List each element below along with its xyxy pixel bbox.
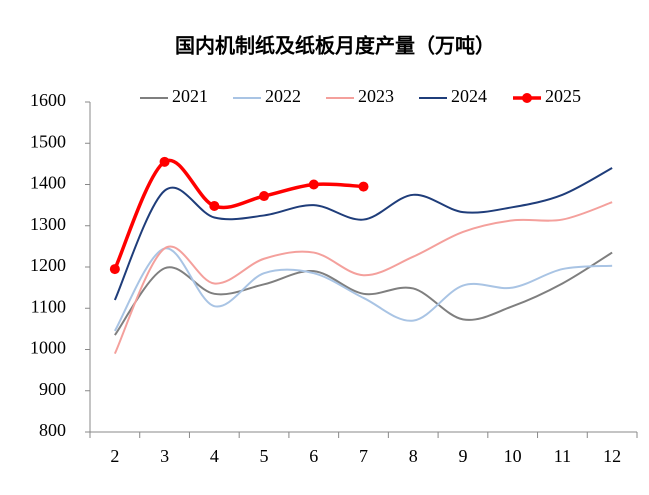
series-line [113, 158, 364, 270]
x-tick-label: 8 [409, 446, 418, 466]
legend-label: 2021 [172, 86, 208, 106]
point [159, 156, 170, 167]
y-tick-label: 800 [39, 420, 66, 440]
point [109, 264, 120, 275]
x-tick-label: 2 [110, 446, 119, 466]
x-tick-label: 12 [603, 446, 621, 466]
legend-label: 2023 [358, 86, 394, 106]
y-tick-label: 900 [39, 379, 66, 399]
legend-label: 2024 [451, 86, 487, 106]
x-tick-label: 7 [359, 446, 368, 466]
x-tick-label: 10 [504, 446, 522, 466]
series-line [114, 247, 613, 332]
series-line [114, 251, 613, 336]
point [358, 181, 369, 192]
y-tick-label: 1000 [30, 338, 66, 358]
point [259, 191, 270, 202]
series-line [113, 201, 613, 355]
y-tick-label: 1500 [30, 131, 66, 151]
x-tick-label: 11 [554, 446, 571, 466]
x-tick-label: 6 [309, 446, 318, 466]
y-tick-label: 1100 [31, 296, 66, 316]
x-tick-label: 5 [260, 446, 269, 466]
y-tick-label: 1300 [30, 214, 66, 234]
x-tick-label: 4 [210, 446, 219, 466]
legend-label: 2022 [265, 86, 301, 106]
legend-label: 2025 [545, 86, 581, 106]
y-tick-label: 1200 [30, 255, 66, 275]
y-tick-label: 1400 [30, 173, 66, 193]
series-line [113, 167, 613, 301]
point [308, 179, 319, 190]
chart-title: 国内机制纸及纸板月度产量（万吨） [175, 34, 495, 58]
point [209, 200, 220, 211]
legend-marker [522, 93, 532, 103]
x-tick-label: 3 [160, 446, 169, 466]
x-tick-label: 9 [458, 446, 467, 466]
y-tick-label: 1600 [30, 90, 66, 110]
